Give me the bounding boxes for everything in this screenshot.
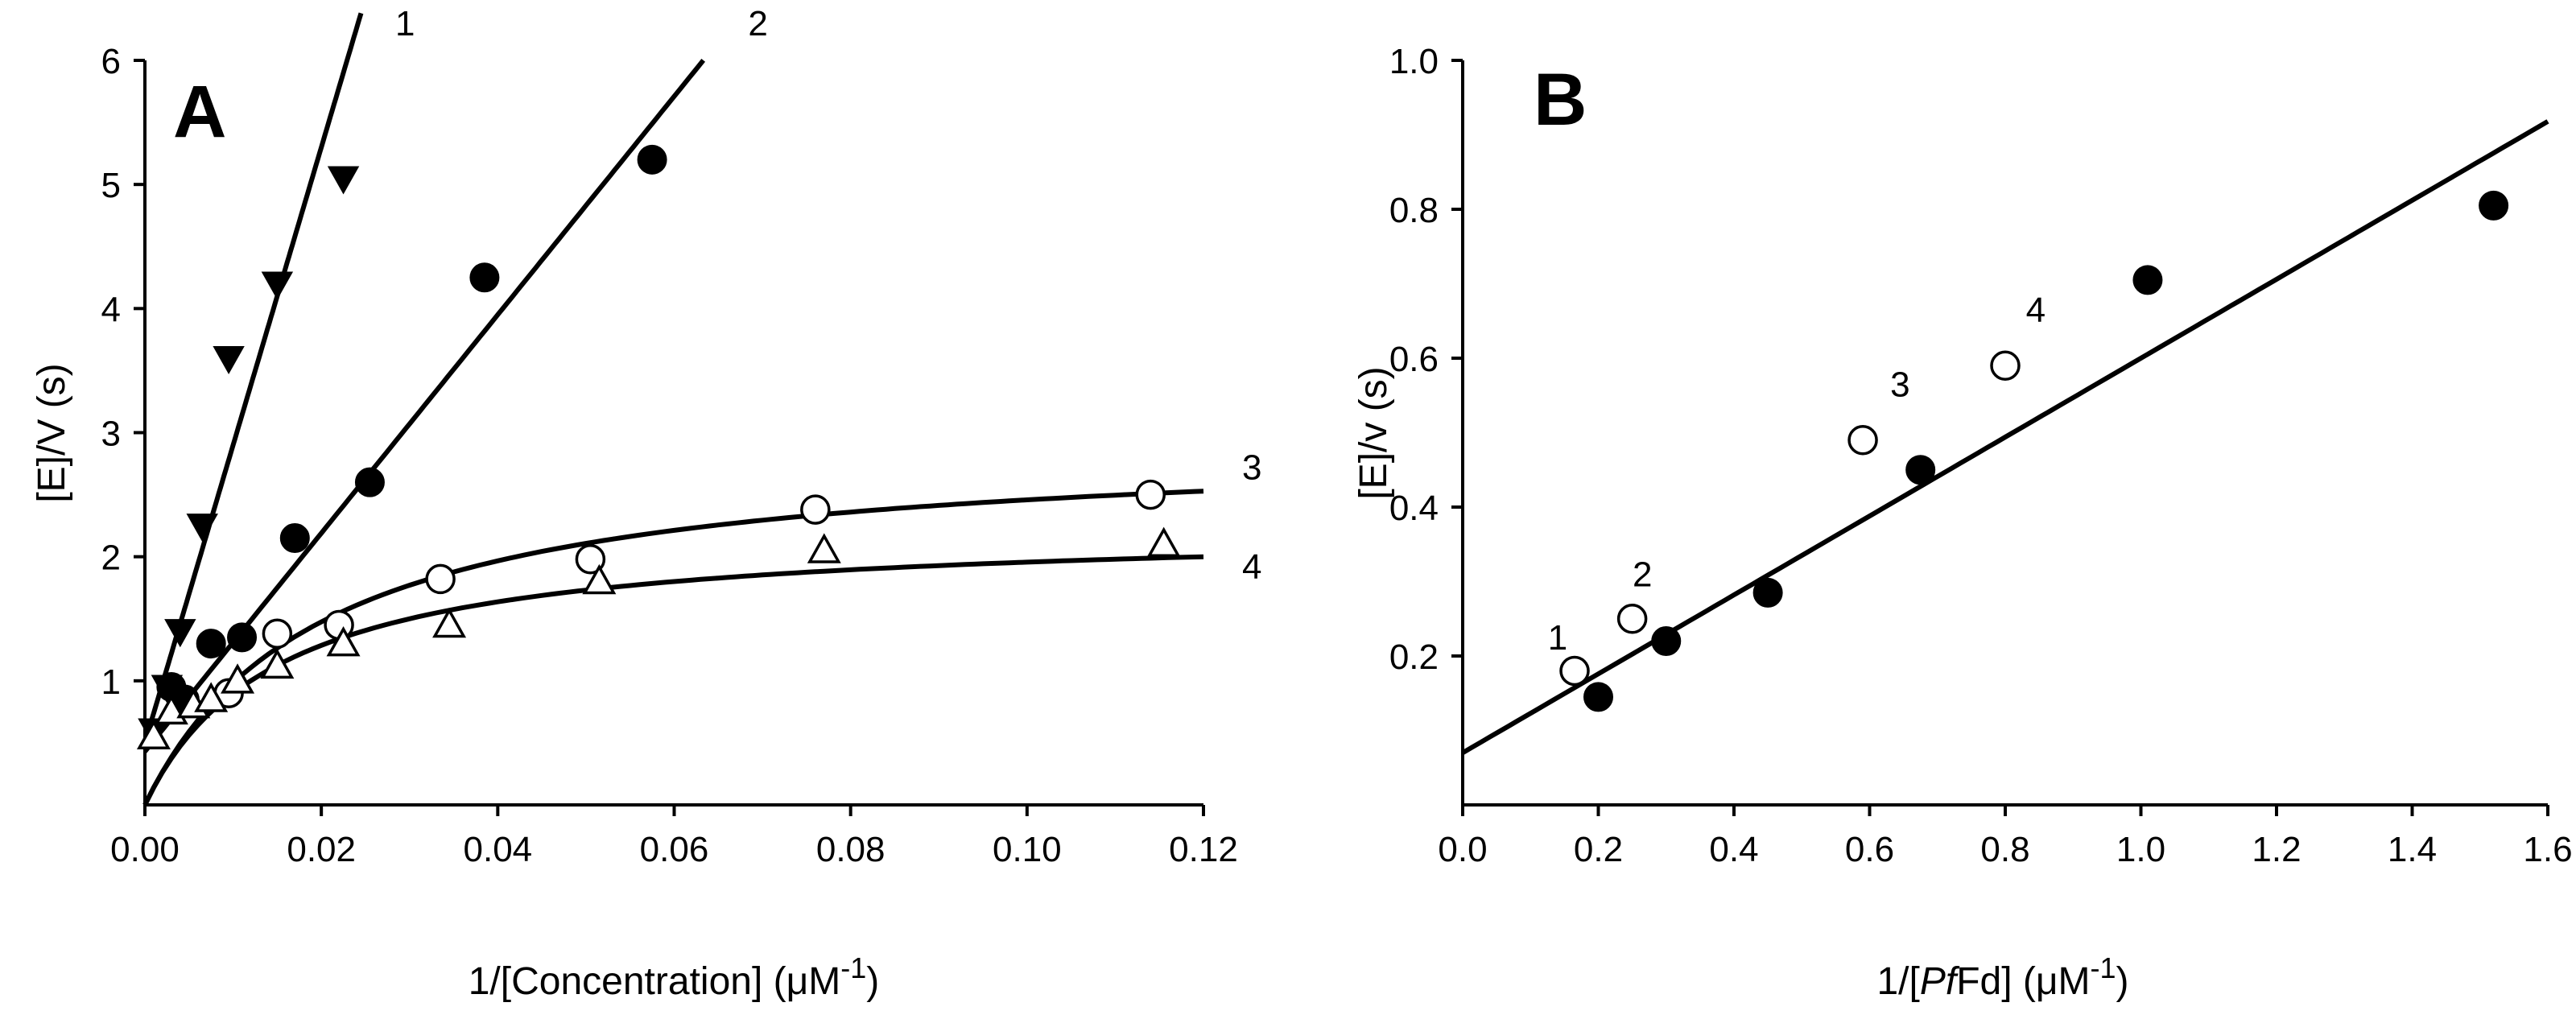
panel-a-point-series-1 xyxy=(186,514,218,543)
panel-b-x-tick-label: 0.0 xyxy=(1438,830,1487,869)
panel-a-y-axis-label: [E]/V (s) xyxy=(31,363,73,502)
panel-b-point-labels: 1 2 3 4 xyxy=(1548,291,2046,658)
panel-a-point-series-1 xyxy=(327,166,360,195)
panel-b-x-tick-label: 1.6 xyxy=(2523,830,2572,869)
panel-b-x-tick-label: 1.4 xyxy=(2388,830,2437,869)
panel-a-point-series-3 xyxy=(1135,479,1166,510)
panel-b-point-filled xyxy=(1752,577,1783,608)
panel-a-point-series-2 xyxy=(469,262,500,293)
panel-b-point-filled xyxy=(1583,682,1613,712)
panel-a-fit-line-2 xyxy=(142,59,706,753)
panel-a-x-tick-label: 0.02 xyxy=(287,830,356,869)
panel-b-point-filled xyxy=(1905,455,1936,485)
panel-b-y-ticks: 0.2 0.4 0.6 0.8 1.0 xyxy=(1389,42,1463,677)
panel-a-point-series-3 xyxy=(262,618,293,649)
panel-b-x-tick-label: 0.8 xyxy=(1980,830,2029,869)
panel-a-y-tick-label: 4 xyxy=(101,290,121,329)
panel-a-point-series-2 xyxy=(227,622,258,653)
panel-a-point-series-4 xyxy=(432,607,467,638)
panel-a-point-series-1 xyxy=(213,346,245,375)
panel-a-curve-labels: 1 2 3 4 xyxy=(395,4,1261,587)
panel-a-y-tick-label: 5 xyxy=(101,166,121,205)
panel-b-y-tick-label: 0.4 xyxy=(1389,489,1439,528)
panel-a-point-series-2 xyxy=(279,523,310,554)
panel-b-point-open xyxy=(1559,655,1590,687)
panel-a-x-ticks: 0.00 0.02 0.04 0.06 0.08 0.10 0.12 xyxy=(110,805,1238,869)
panel-a-y-tick-label: 2 xyxy=(101,538,121,578)
panel-a-curve-label-2: 2 xyxy=(748,4,767,43)
panel-b-x-tick-label: 0.4 xyxy=(1709,830,1758,869)
panel-a-point-series-3 xyxy=(575,544,606,575)
panel-a-fit-line-4 xyxy=(142,554,1204,807)
panel-b-x-tick-label: 0.2 xyxy=(1574,830,1623,869)
panel-b-y-tick-label: 0.6 xyxy=(1389,340,1439,379)
panel-b-letter: B xyxy=(1534,59,1587,141)
panel-b-y-axis-label: [E]/v (s) xyxy=(1352,366,1395,499)
panel-a-x-tick-label: 0.12 xyxy=(1169,830,1238,869)
panel-a-x-tick-label: 0.04 xyxy=(464,830,533,869)
panel-b-x-tick-label: 1.0 xyxy=(2116,830,2165,869)
panel-a-x-tick-label: 0.08 xyxy=(816,830,886,869)
panel-b-axes xyxy=(1461,60,2548,807)
panel-b-x-axis-label: 1/[PfFd] (μM-1) xyxy=(1876,951,2128,1003)
panel-b-point-open xyxy=(1990,350,2021,381)
panel-b-point-filled xyxy=(2479,190,2509,221)
panel-b-y-tick-label: 0.2 xyxy=(1389,637,1439,677)
panel-a-curve-label-1: 1 xyxy=(395,4,415,43)
panel-a-point-series-2 xyxy=(637,144,667,175)
panel-a-curve-label-3: 3 xyxy=(1242,448,1261,488)
panel-b-fit-lines xyxy=(1461,119,2549,755)
panel-a-axes xyxy=(143,60,1203,807)
panel-b-point-open xyxy=(1616,604,1648,634)
panel-a-y-tick-label: 1 xyxy=(101,662,121,702)
panel-b-x-tick-label: 0.6 xyxy=(1845,830,1894,869)
panel-a-x-tick-label: 0.00 xyxy=(110,830,180,869)
panel-a-x-tick-label: 0.06 xyxy=(640,830,709,869)
panel-a-points xyxy=(136,144,1181,749)
panel-b-point-label: 1 xyxy=(1548,618,1567,658)
panel-b-points xyxy=(1559,190,2509,712)
panel-a-point-series-3 xyxy=(800,494,831,525)
panel-b-point-label: 3 xyxy=(1890,365,1909,404)
panel-a: A 0.00 0.02 0.04 0.06 0.08 0.10 0.12 1 2 3 4 5 6 1 2… xyxy=(31,4,1262,1003)
panel-a-point-series-4 xyxy=(807,533,841,563)
panel-a-letter: A xyxy=(173,71,226,153)
panel-b-point-label: 2 xyxy=(1633,555,1652,594)
panel-a-x-tick-label: 0.10 xyxy=(993,830,1062,869)
panel-a-point-series-4 xyxy=(326,626,361,657)
panel-a-point-series-4 xyxy=(1146,526,1181,557)
panel-a-curve-label-4: 4 xyxy=(1242,547,1261,587)
panel-b-y-tick-label: 1.0 xyxy=(1389,42,1439,81)
panel-a-point-series-4 xyxy=(221,663,255,694)
panel-a-point-series-4 xyxy=(136,719,171,749)
panel-b-y-tick-label: 0.8 xyxy=(1389,191,1439,230)
panel-a-fit-lines xyxy=(142,12,1204,807)
panel-a-y-ticks: 1 2 3 4 5 6 xyxy=(101,42,145,702)
panel-a-y-tick-label: 6 xyxy=(101,42,121,81)
panel-a-point-series-1 xyxy=(164,619,196,648)
panel-a-x-axis-label: 1/[Concentration] (μM-1) xyxy=(469,951,880,1003)
panel-b-point-open xyxy=(1847,425,1878,456)
panel-a-point-series-4 xyxy=(194,682,229,712)
panel-b-x-ticks: 0.0 0.2 0.4 0.6 0.8 1.0 1.2 1.4 1.6 xyxy=(1438,805,2573,869)
panel-b-point-label: 4 xyxy=(2026,291,2046,330)
panel-b-fit-line xyxy=(1461,119,2549,755)
panel-b-point-filled xyxy=(2132,265,2163,295)
panel-a-point-series-3 xyxy=(425,563,456,595)
panel-b-point-filled xyxy=(1651,626,1682,656)
panel-a-point-series-2 xyxy=(196,629,226,659)
panel-b-x-tick-label: 1.2 xyxy=(2252,830,2301,869)
panel-a-point-series-4 xyxy=(260,648,295,679)
panel-a-point-series-2 xyxy=(354,467,385,497)
panel-a-point-series-4 xyxy=(582,563,617,595)
panel-a-fit-line-3 xyxy=(142,489,1204,807)
panel-b: B 0.0 0.2 0.4 0.6 0.8 1.0 1.2 1.4 1.6 0.20.40.60… xyxy=(1352,42,2573,1003)
panel-a-y-tick-label: 3 xyxy=(101,415,121,454)
panel-a-point-series-1 xyxy=(261,271,294,300)
